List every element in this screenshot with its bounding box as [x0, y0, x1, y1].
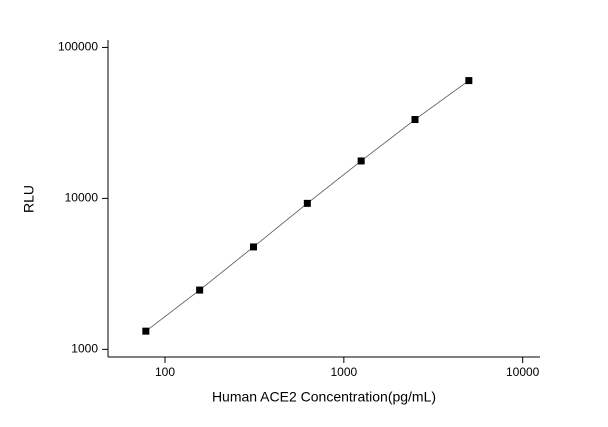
- data-point: [411, 116, 419, 124]
- y-tick-label: 100000: [58, 40, 98, 54]
- data-point: [357, 157, 365, 165]
- data-point: [465, 77, 473, 85]
- y-axis-title: RLU: [21, 185, 37, 213]
- data-point: [142, 327, 150, 335]
- y-tick-label: 10000: [65, 191, 99, 205]
- x-tick-label: 100: [155, 365, 175, 379]
- x-tick-label: 10000: [506, 365, 540, 379]
- x-tick-label: 1000: [330, 365, 357, 379]
- data-point: [249, 243, 257, 251]
- data-point: [196, 286, 204, 294]
- y-tick-label: 1000: [71, 342, 98, 356]
- x-axis-title: Human ACE2 Concentration(pg/mL): [212, 389, 436, 405]
- data-point: [303, 199, 311, 207]
